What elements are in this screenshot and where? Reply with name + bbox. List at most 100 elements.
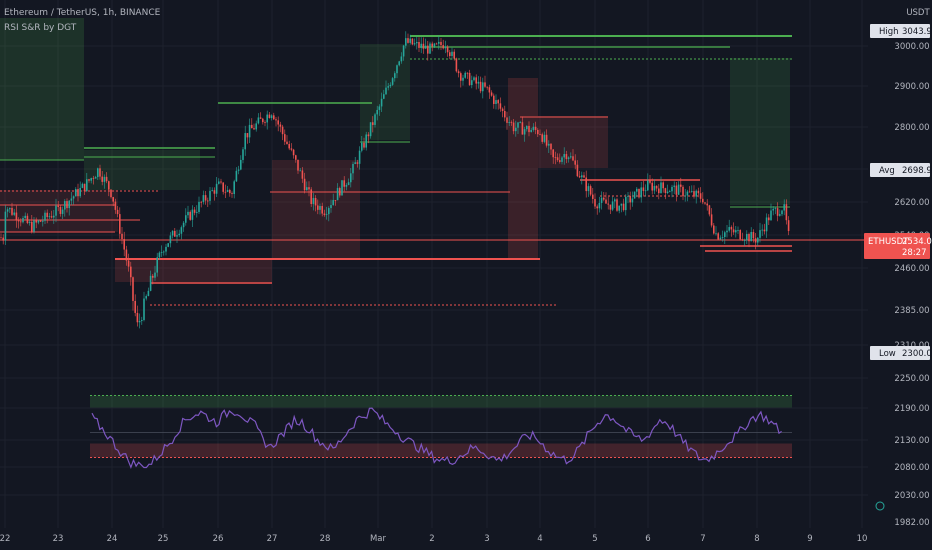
candle-body [72,196,75,199]
candle-body [387,86,389,88]
settings-icon[interactable] [875,501,885,511]
candle-body [323,213,326,215]
candle-body [20,221,22,223]
price-tick-label: 1982.00 [894,518,929,528]
candle-body [358,150,361,164]
candle-body [354,162,356,164]
candle-body [75,189,77,197]
candle-body [442,45,444,49]
candle-body [24,215,26,219]
candle-body [592,194,594,199]
rsi-overbought-zone [90,395,792,408]
candle-body [748,233,750,242]
candle-body [482,82,484,92]
candle-body [385,87,387,95]
candle-body [607,203,609,205]
candle-body [528,125,530,133]
candle-body [695,190,697,197]
candle-body [772,208,774,211]
candle-body [431,43,433,47]
candle-body [37,220,40,223]
candle-body [583,175,585,178]
candle-body [501,108,504,112]
candle-body [418,42,420,48]
time-axis[interactable]: 22 23 24 25 26 27 28 Mar 2 3 4 5 6 7 8 9 10 [0,534,867,544]
candle-body [156,257,158,273]
candle-body [92,178,95,179]
level-zone [0,190,118,232]
candle-body [334,200,337,201]
candle-body [138,320,141,323]
price-tick-label: 2080.00 [894,463,929,473]
candle-body [587,186,590,192]
candle-body [248,124,251,138]
candle-body [567,157,570,160]
candle-body [629,196,631,203]
candle-body [196,211,198,213]
price-tick-label: 2030.00 [894,491,929,501]
candle-body [479,81,482,92]
candle-body [704,202,706,204]
candle-body [189,211,191,220]
candle-body [523,129,526,135]
time-tick-label: 6 [645,534,650,544]
candle-body [572,156,574,161]
candle-body [739,230,741,240]
candle-body [680,184,682,187]
candle-body [61,209,64,214]
candle-body [77,189,79,197]
candle-body [237,169,240,171]
candle-body [35,220,37,223]
candle-body [154,272,156,278]
candle-body [726,230,728,233]
candle-body [405,38,407,46]
candle-body [244,133,246,150]
candle-body [2,237,4,241]
candle-body [471,80,473,86]
svg-text:Low: Low [879,349,896,359]
candle-body [97,168,99,178]
candle-body [743,240,746,241]
candle-body [270,115,273,119]
candle-body [548,143,550,146]
candle-body [499,103,502,109]
candle-body [570,156,572,158]
candle-body [730,227,733,230]
candle-body [429,43,431,54]
candle-body [13,212,15,215]
price-tick-label: 2620.00 [894,198,929,208]
candle-body [193,209,196,213]
svg-text:ETHUSDT: ETHUSDT [868,237,909,247]
candle-body [768,217,770,221]
candle-body [121,233,123,240]
candle-body [517,122,519,128]
candle-body [343,180,345,187]
candle-body [301,170,304,179]
candle-body [378,106,381,110]
candle-body [200,201,202,203]
candle-body [110,189,112,198]
candle-body [367,134,370,137]
candle-body [616,199,618,211]
candle-body [594,198,596,207]
candle-body [449,52,451,56]
candle-body [776,208,779,216]
candle-body [660,182,662,194]
candle-body [422,43,425,49]
candle-body [495,100,497,104]
candle-body [605,199,607,204]
candle-body [145,296,147,299]
candle-body [765,217,768,232]
candle-body [328,208,330,215]
candle-body [515,127,517,132]
candle-body [204,195,207,201]
candle-body [303,178,306,191]
candle-body [396,65,398,74]
candle-body [88,179,90,181]
candle-body [600,197,603,203]
time-tick-label: 22 [0,534,10,544]
candle-body [488,87,491,93]
candle-body [341,180,343,196]
